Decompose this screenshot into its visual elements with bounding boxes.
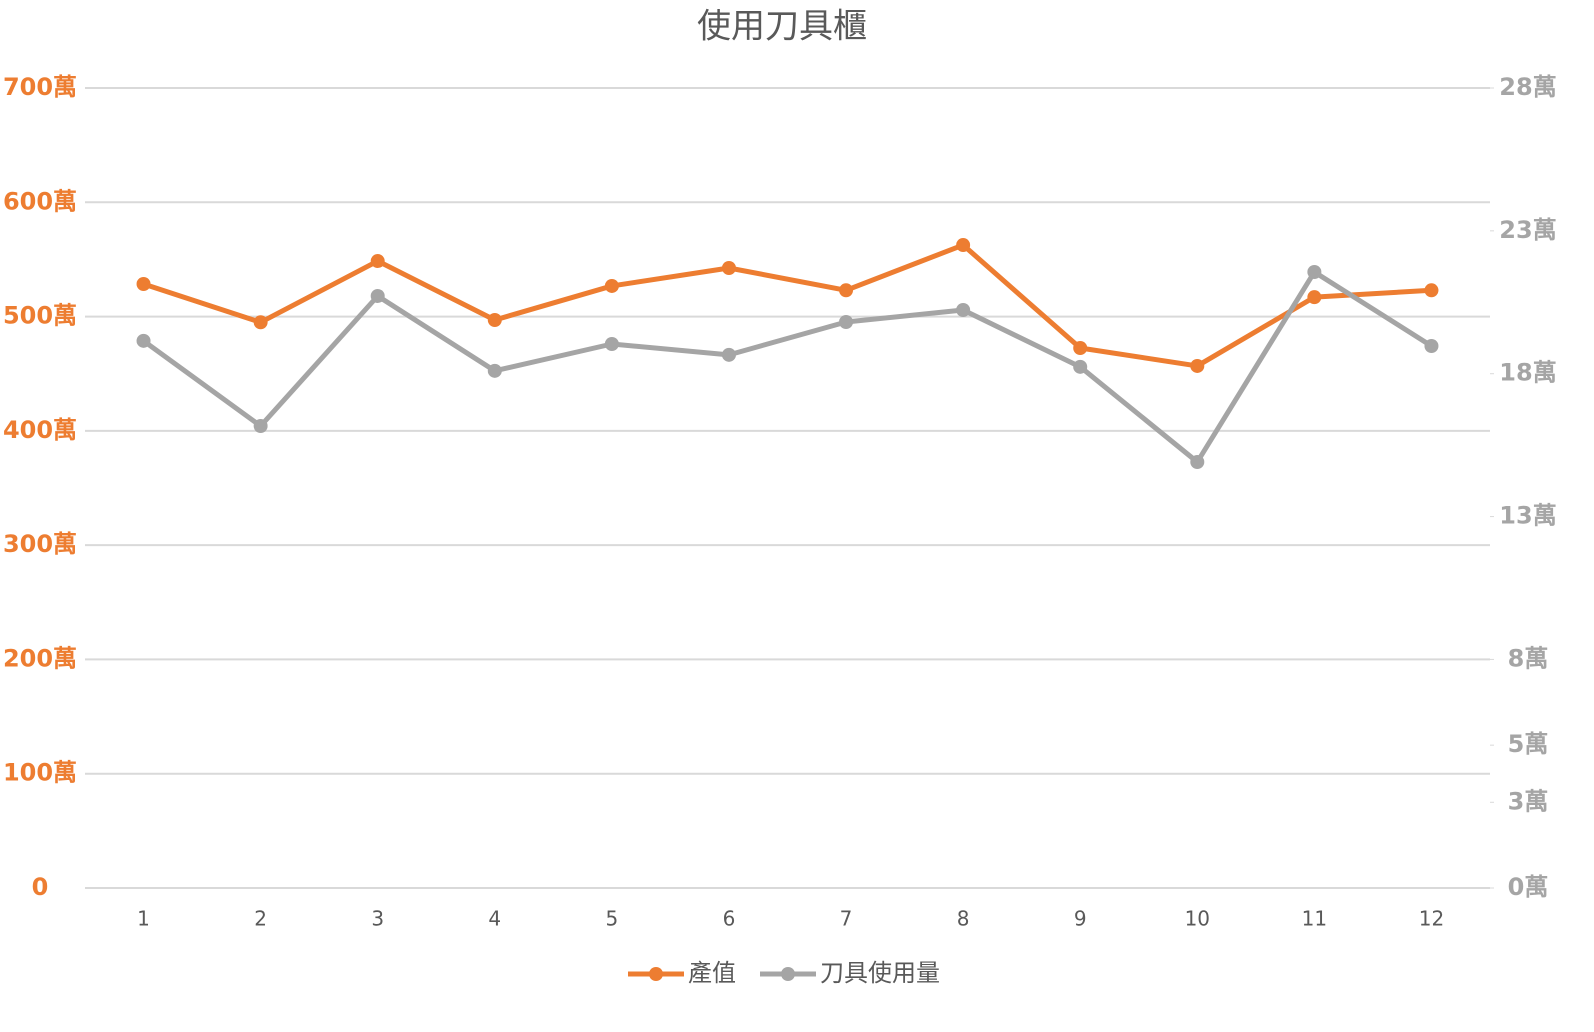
y2-tick-label: 3萬 xyxy=(1508,787,1549,815)
data-point xyxy=(1073,341,1088,355)
legend-label: 產值 xyxy=(688,959,736,987)
data-point xyxy=(956,238,971,253)
y-tick-label: 300萬 xyxy=(3,530,77,558)
y-tick-label: 0 xyxy=(32,873,49,901)
x-tick-label: 4 xyxy=(488,907,501,931)
data-point xyxy=(1424,339,1439,353)
x-tick-label: 1 xyxy=(137,907,150,931)
chart-title: 使用刀具櫃 xyxy=(697,7,867,47)
data-point xyxy=(1190,455,1205,469)
data-point xyxy=(1424,283,1439,298)
data-point xyxy=(956,303,971,317)
y2-tick-label: 5萬 xyxy=(1508,730,1549,758)
y2-tick-label: 0萬 xyxy=(1508,873,1549,901)
data-point xyxy=(136,333,151,348)
data-point xyxy=(721,261,736,275)
x-tick-label: 3 xyxy=(371,907,384,931)
data-point xyxy=(136,277,151,291)
data-point xyxy=(1307,265,1322,279)
y-tick-label: 100萬 xyxy=(3,759,77,787)
y-tick-label: 200萬 xyxy=(3,644,77,672)
data-point xyxy=(1307,290,1322,305)
x-tick-label: 8 xyxy=(957,907,970,931)
y2-tick-label: 28萬 xyxy=(1499,73,1556,101)
y-tick-label: 600萬 xyxy=(3,187,77,215)
y-tick-label: 500萬 xyxy=(3,302,77,330)
x-tick-label: 10 xyxy=(1185,907,1210,931)
y2-tick-label: 13萬 xyxy=(1499,502,1556,530)
data-point xyxy=(253,419,268,433)
legend-marker xyxy=(781,967,795,981)
data-point xyxy=(370,289,385,303)
data-point xyxy=(604,278,619,293)
data-point xyxy=(839,315,854,329)
y-tick-label: 400萬 xyxy=(3,416,77,444)
y2-tick-label: 8萬 xyxy=(1508,644,1549,672)
data-point xyxy=(604,337,619,351)
x-tick-label: 12 xyxy=(1419,907,1444,931)
data-point xyxy=(721,347,736,362)
data-point xyxy=(487,363,502,378)
data-point xyxy=(253,315,268,330)
x-tick-label: 5 xyxy=(606,907,619,931)
x-tick-label: 11 xyxy=(1302,907,1327,931)
x-tick-label: 2 xyxy=(254,907,267,931)
data-point xyxy=(839,283,854,298)
y-tick-label: 700萬 xyxy=(3,73,77,101)
data-point xyxy=(487,313,502,327)
data-point xyxy=(1073,359,1088,374)
x-tick-label: 9 xyxy=(1074,907,1087,931)
legend-label: 刀具使用量 xyxy=(820,959,940,987)
data-point xyxy=(370,254,385,269)
series-line xyxy=(142,269,1433,465)
y2-tick-label: 23萬 xyxy=(1499,216,1556,244)
data-point xyxy=(1190,358,1205,373)
x-tick-label: 6 xyxy=(723,907,736,931)
x-tick-label: 7 xyxy=(840,907,853,931)
y2-tick-label: 18萬 xyxy=(1499,359,1556,387)
series-line xyxy=(142,242,1432,369)
legend-marker xyxy=(649,967,663,981)
